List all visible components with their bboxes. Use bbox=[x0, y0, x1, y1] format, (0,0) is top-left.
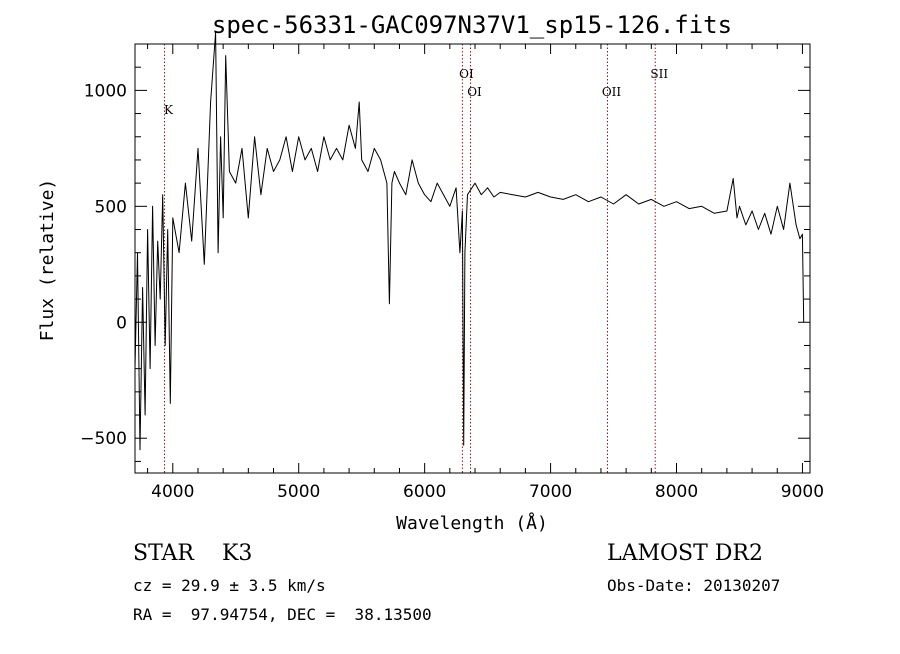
y-tick-label: 500 bbox=[95, 197, 127, 217]
redshift-velocity: cz = 29.9 ± 3.5 km/s bbox=[133, 576, 326, 595]
spectrum-layer bbox=[134, 31, 805, 451]
observation-date: Obs-Date: 20130207 bbox=[607, 576, 780, 595]
y-axis-ticks: −500 0 500 1000 bbox=[80, 43, 810, 462]
x-tick-label: 4000 bbox=[151, 482, 194, 502]
coordinates: RA = 97.94754, DEC = 38.13500 bbox=[133, 605, 432, 624]
spectral-line-label: OI bbox=[459, 67, 474, 81]
survey-name: LAMOST DR2 bbox=[607, 541, 763, 566]
plot-frame bbox=[134, 43, 811, 474]
x-axis-label: Wavelength (Å) bbox=[396, 512, 548, 534]
spectral-line-markers: K OI OI OII SII bbox=[163, 44, 668, 473]
x-tick-label: 6000 bbox=[403, 482, 446, 502]
spectral-line-label: SII bbox=[650, 67, 668, 81]
spectral-line-label: OI bbox=[467, 85, 482, 99]
spectrum-series-line bbox=[134, 31, 805, 451]
spectral-line-label: OII bbox=[602, 85, 622, 99]
object-class: STAR K3 bbox=[133, 541, 252, 566]
spectral-line-label: K bbox=[164, 103, 174, 117]
x-tick-label: 7000 bbox=[529, 482, 572, 502]
y-axis-label: Flux (relative) bbox=[37, 179, 58, 342]
x-tick-label: 8000 bbox=[655, 482, 698, 502]
chart-title: spec-56331-GAC097N37V1_sp15-126.fits bbox=[212, 11, 732, 39]
x-tick-label: 9000 bbox=[781, 482, 824, 502]
y-tick-label: 1000 bbox=[84, 81, 127, 101]
x-tick-label: 5000 bbox=[277, 482, 320, 502]
y-tick-label: −500 bbox=[80, 429, 127, 449]
y-tick-label: 0 bbox=[116, 313, 127, 333]
x-axis-ticks: 4000 5000 6000 7000 8000 9000 bbox=[147, 44, 824, 502]
